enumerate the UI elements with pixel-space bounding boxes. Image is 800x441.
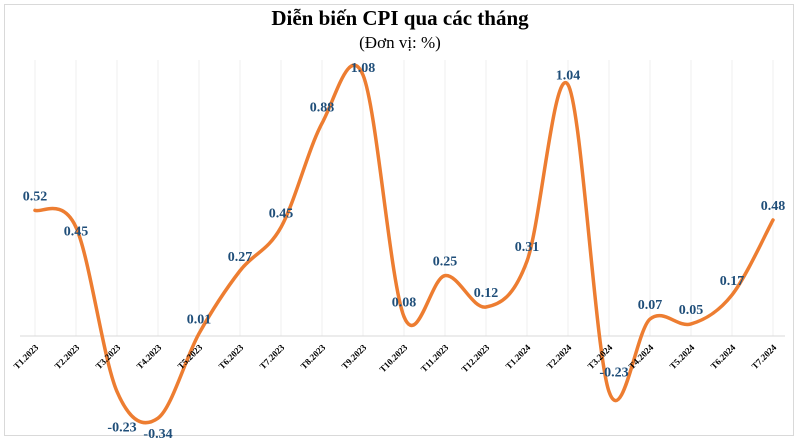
x-tick-label: T4.2024: [627, 342, 656, 371]
x-tick-label: T10.2023: [377, 342, 409, 374]
data-label: 0.48: [761, 199, 786, 214]
x-tick-label: T1.2024: [504, 342, 533, 371]
x-tick-label: T4.2023: [135, 342, 164, 371]
x-tick-label: T1.2023: [12, 342, 41, 371]
x-tick-label: T5.2024: [668, 342, 697, 371]
data-label: 1.04: [556, 69, 581, 84]
data-label: 0.07: [638, 298, 663, 313]
x-tick-label: T9.2023: [340, 342, 369, 371]
data-label: 0.88: [310, 100, 335, 115]
data-label: -0.34: [143, 427, 172, 441]
x-tick-label: T12.2023: [459, 342, 491, 374]
data-label: 0.12: [474, 286, 499, 301]
x-tick-label: T5.2023: [176, 342, 205, 371]
data-label: 0.45: [269, 206, 294, 221]
chart-frame: [4, 4, 794, 436]
chart-subtitle: (Đơn vị: %): [359, 33, 441, 52]
data-label: -0.23: [599, 366, 628, 381]
data-label: -0.23: [107, 421, 136, 436]
chart-title: Diễn biến CPI qua các tháng: [271, 6, 529, 30]
x-tick-label: T7.2024: [750, 342, 779, 371]
data-label: 0.27: [228, 250, 253, 265]
x-tick-label: T6.2023: [217, 342, 246, 371]
x-tick-labels: T1.2023 T2.2023 T3.2023 T4.2023 T5.2023 T6.20…: [12, 342, 779, 374]
gridlines: [34, 60, 774, 336]
x-tick-label: T11.2023: [419, 342, 451, 374]
data-label: 0.52: [23, 189, 48, 204]
x-tick-label: T8.2023: [299, 342, 328, 371]
data-label: 0.17: [720, 274, 745, 289]
data-label: 0.01: [187, 313, 212, 328]
x-tick-label: T6.2024: [709, 342, 738, 371]
data-label: 0.08: [392, 296, 417, 311]
x-tick-label: T7.2023: [258, 342, 287, 371]
data-label: 1.08: [351, 61, 376, 76]
data-labels: 0.52 0.45 -0.23 -0.34 0.01 0.27 0.45 0.88 1.08 0.…: [23, 61, 786, 441]
data-label: 0.25: [433, 255, 458, 270]
data-label: 0.31: [515, 240, 540, 255]
data-label: 0.45: [64, 224, 89, 239]
data-label: 0.05: [679, 303, 704, 318]
cpi-series-line: [33, 63, 775, 425]
x-tick-label: T2.2023: [53, 342, 82, 371]
x-tick-label: T2.2024: [545, 342, 574, 371]
